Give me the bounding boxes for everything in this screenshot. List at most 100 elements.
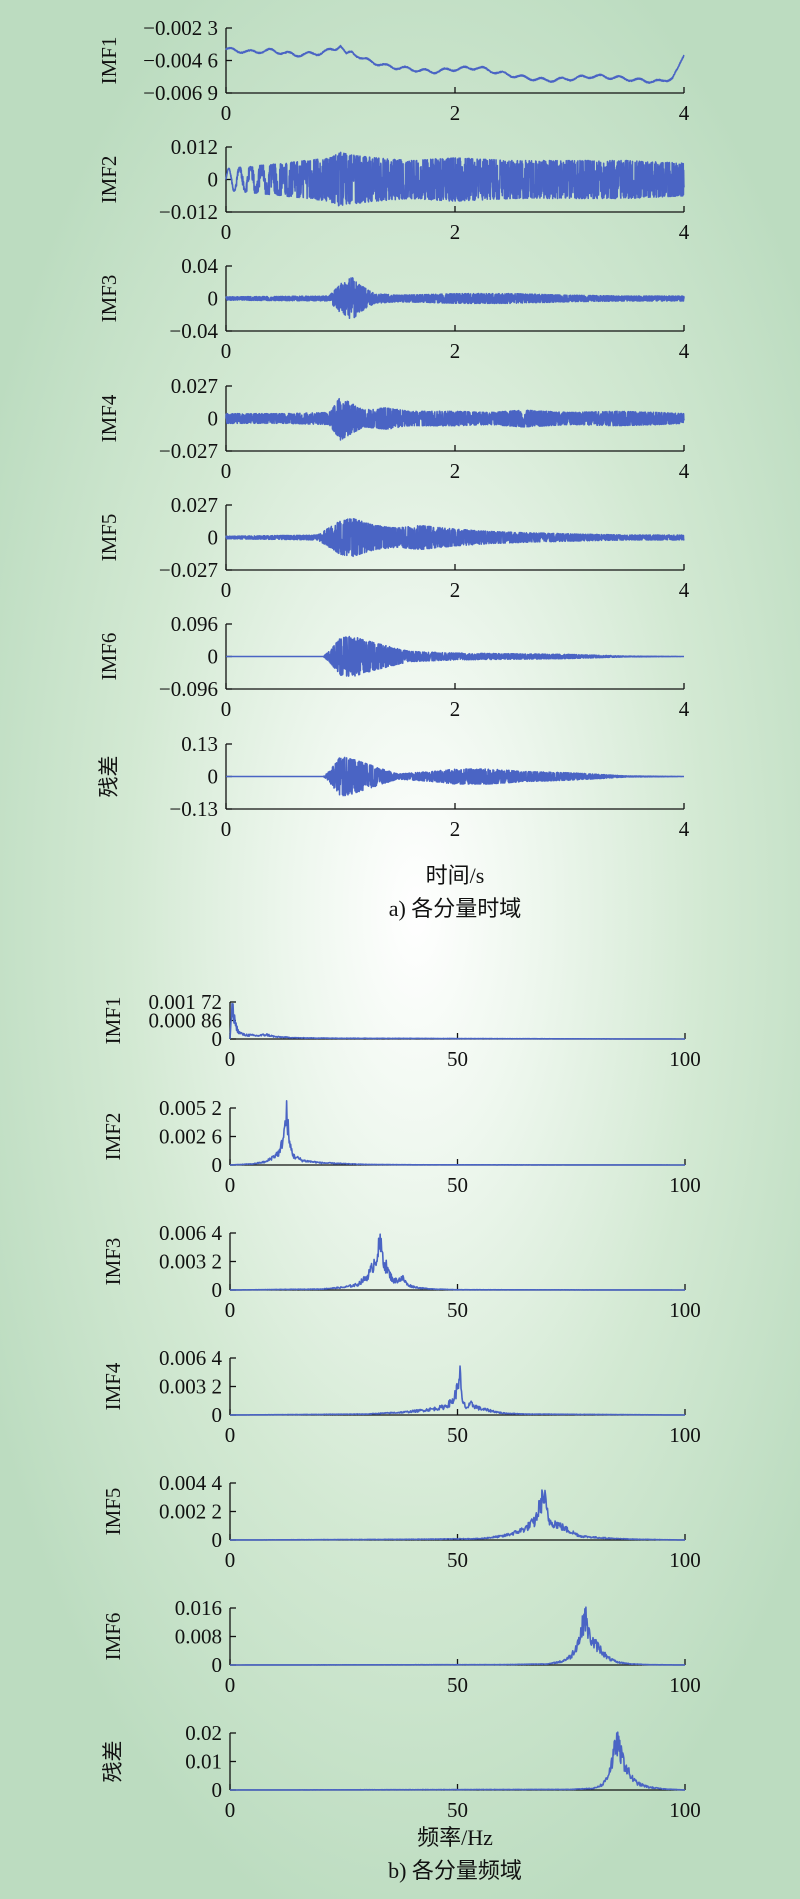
y-tick-label: 0.13: [181, 732, 218, 756]
signal-trace: [225, 44, 685, 84]
y-tick-label: −0.04: [169, 319, 218, 343]
y-axis-label: IMF6: [97, 633, 121, 681]
x-tick-label: 4: [679, 339, 690, 363]
y-axis-label: IMF6: [101, 1613, 125, 1661]
x-tick-label: 0: [221, 817, 232, 841]
y-tick-label: 0.02: [185, 1721, 222, 1745]
x-tick-label: 4: [679, 578, 690, 602]
x-tick-label: 2: [450, 339, 461, 363]
x-tick-label: 0: [221, 101, 232, 125]
x-tick-label: 0: [221, 459, 232, 483]
x-tick-label: 50: [447, 1173, 468, 1197]
x-tick-label: 2: [450, 459, 461, 483]
signal-trace: [225, 635, 685, 677]
signal-trace: [225, 397, 685, 441]
x-tick-label: 50: [447, 1298, 468, 1322]
x-tick-label: 0: [225, 1173, 236, 1197]
x-tick-label: 4: [679, 697, 690, 721]
x-tick-label: 4: [679, 101, 690, 125]
y-tick-label: 0.005 2: [159, 1096, 222, 1120]
y-axis-label: IMF5: [97, 514, 121, 562]
y-tick-label: −0.027: [159, 439, 218, 463]
y-tick-label: 0: [208, 168, 219, 192]
signal-trace: [225, 756, 685, 797]
x-tick-label: 2: [450, 697, 461, 721]
y-tick-label: 0.016: [175, 1596, 222, 1620]
signal-trace: [229, 1233, 686, 1291]
x-tick-label: 50: [447, 1548, 468, 1572]
y-axis-label: IMF5: [101, 1488, 125, 1536]
y-tick-label: 0: [208, 645, 219, 669]
y-tick-label: 0: [212, 1278, 223, 1302]
x-tick-label: 0: [221, 697, 232, 721]
x-tick-label: 100: [669, 1298, 701, 1322]
y-tick-label: −0.027: [159, 558, 218, 582]
freq-domain-xlabel: 频率/Hz: [417, 1825, 493, 1850]
subplot-panels: −0.002 3−0.004 6−0.006 90 2 4IMF10.0120−0.…: [97, 16, 701, 1822]
y-tick-label: −0.006 9: [143, 81, 218, 105]
x-tick-label: 0: [225, 1798, 236, 1822]
x-tick-label: 0: [225, 1673, 236, 1697]
y-tick-label: 0: [212, 1653, 223, 1677]
x-tick-label: 50: [447, 1423, 468, 1447]
signal-trace: [229, 1365, 686, 1416]
y-tick-label: 0.01: [185, 1750, 222, 1774]
y-tick-label: 0.012: [171, 135, 218, 159]
x-tick-label: 100: [669, 1798, 701, 1822]
y-axis-label: IMF3: [97, 275, 121, 323]
x-tick-label: 0: [225, 1548, 236, 1572]
x-tick-label: 4: [679, 817, 690, 841]
y-axis-label: 残差: [101, 1741, 125, 1783]
signal-trace: [229, 1731, 686, 1791]
x-tick-label: 0: [221, 220, 232, 244]
y-tick-label: 0.027: [171, 374, 218, 398]
signal-trace: [229, 1606, 686, 1666]
y-tick-label: 0: [212, 1528, 223, 1552]
y-axis-label: IMF1: [101, 997, 125, 1045]
x-tick-label: 0: [225, 1423, 236, 1447]
x-tick-label: 100: [669, 1673, 701, 1697]
freq-domain-caption: b) 各分量频域: [388, 1858, 522, 1883]
y-axis-label: IMF1: [97, 37, 121, 85]
x-tick-label: 100: [669, 1047, 701, 1071]
y-axis-label: IMF4: [101, 1362, 125, 1410]
time-domain-caption: a) 各分量时域: [389, 896, 522, 921]
x-tick-label: 50: [447, 1673, 468, 1697]
y-tick-label: 0.006 4: [159, 1346, 223, 1370]
x-tick-label: 2: [450, 817, 461, 841]
y-tick-label: 0.000 86: [149, 1009, 223, 1033]
y-tick-label: 0.003 2: [159, 1375, 222, 1399]
x-tick-label: 100: [669, 1548, 701, 1572]
signal-trace: [229, 1489, 686, 1541]
y-tick-label: 0: [208, 407, 219, 431]
x-tick-label: 4: [679, 220, 690, 244]
subplot-time-7: 0.130−0.130 2 4残差: [97, 732, 690, 841]
y-tick-label: −0.012: [159, 200, 218, 224]
y-tick-label: 0: [208, 526, 219, 550]
signal-trace: [229, 1002, 686, 1040]
y-axis-label: IMF2: [97, 156, 121, 204]
y-tick-label: −0.004 6: [143, 49, 218, 73]
signal-trace: [225, 517, 685, 558]
y-tick-label: 0.096: [171, 612, 218, 636]
x-tick-label: 0: [221, 578, 232, 602]
y-axis-label: IMF2: [101, 1113, 125, 1161]
y-tick-label: 0.003 2: [159, 1250, 222, 1274]
y-tick-label: 0.002 6: [159, 1125, 222, 1149]
y-tick-label: 0: [212, 1153, 223, 1177]
y-tick-label: −0.002 3: [143, 16, 218, 40]
x-tick-label: 2: [450, 101, 461, 125]
time-domain-xlabel: 时间/s: [426, 863, 485, 888]
y-tick-label: 0.002 2: [159, 1500, 222, 1524]
